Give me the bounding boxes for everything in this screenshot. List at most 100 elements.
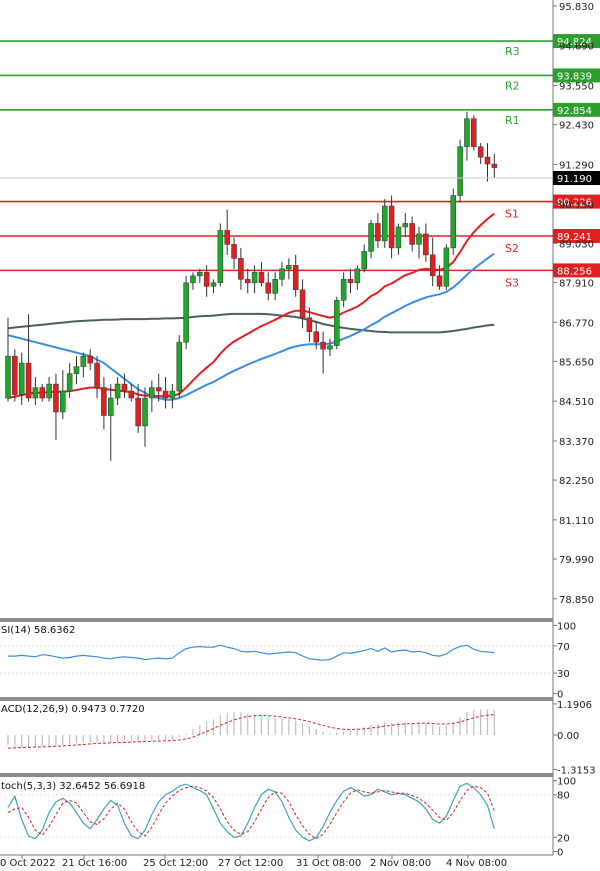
candle-body [327, 345, 333, 350]
candle-body [114, 383, 121, 399]
price-tick-label: 92.430 [559, 121, 594, 132]
time-axis: 0 Oct 2022 21 Oct 16:00 25 Oct 12:00 27 Oct… [0, 855, 507, 869]
stoch-tick-label: 80 [557, 791, 570, 802]
price-tick-label: 86.770 [559, 318, 594, 329]
candle-body [258, 272, 265, 284]
time-tick-label: 0 Oct 2022 [0, 858, 55, 869]
price-tick-label: 94.690 [559, 42, 594, 53]
candle-body [80, 355, 87, 367]
moving-averages [7, 212, 495, 401]
candle-body [176, 341, 182, 392]
candle-body [210, 282, 217, 287]
candle-body [183, 282, 189, 343]
level-name-r2: R2 [505, 79, 520, 92]
candle-body [423, 233, 429, 256]
level-badge-s1 [553, 194, 600, 209]
level-badge-r2 [553, 68, 600, 83]
current-price-label: 91.190 [557, 174, 592, 185]
ma-blue-line [7, 252, 495, 401]
pane-separator-rsi [0, 618, 553, 622]
candle-body [354, 268, 361, 284]
candle-body [53, 383, 59, 413]
candle-body [12, 355, 18, 395]
level-name-s3: S3 [505, 276, 519, 289]
candle-body [224, 230, 230, 245]
level-value-r3: 94.824 [557, 37, 592, 48]
candle-body [87, 355, 93, 364]
time-tick-label: 31 Oct 08:00 [296, 858, 361, 869]
candle-body [121, 383, 128, 392]
price-tick-label: 79.990 [559, 555, 594, 566]
candle-body [471, 118, 477, 147]
macd-label: ACD(12,26,9) 0.9473 0.7720 [1, 704, 145, 715]
level-value-r2: 93.839 [557, 71, 592, 82]
stoch-d-line [7, 785, 495, 840]
ma-red-line [7, 212, 495, 399]
time-tick-label: 27 Oct 12:00 [218, 858, 283, 869]
rsi-label: SI(14) 58.6362 [1, 625, 75, 636]
candle-body [265, 282, 272, 294]
candle-body [299, 289, 306, 318]
candles [5, 111, 498, 461]
candle-body [395, 226, 402, 249]
macd-signal-line [7, 714, 495, 749]
candle-body [347, 279, 354, 284]
candle-body [436, 275, 443, 287]
current-price-marker: 91.190 [0, 171, 600, 185]
price-tick-label: 81.110 [559, 516, 594, 527]
stoch-k-line [7, 782, 495, 842]
stoch-label: toch(5,3,3) 32.6452 56.6918 [1, 781, 145, 792]
candle-body [203, 272, 210, 287]
stoch-tick-label: 0 [557, 847, 563, 858]
candle-body [272, 279, 278, 294]
candle-body [416, 233, 422, 245]
time-tick-label: 25 Oct 12:00 [143, 858, 208, 869]
current-price-badge [553, 171, 600, 185]
candle-body [5, 355, 11, 399]
level-name-r1: R1 [505, 114, 520, 127]
level-value-r1: 92.854 [557, 106, 592, 117]
candle-body [450, 195, 456, 249]
candle-body [251, 272, 258, 284]
price-tick-label: 82.250 [559, 476, 594, 487]
level-badge-s3 [553, 263, 600, 278]
candle-body [39, 387, 45, 399]
price-tick-label: 78.850 [559, 595, 594, 606]
candle-body [279, 268, 285, 280]
macd-tick-label: 1.1906 [557, 700, 592, 711]
time-tick-label: 4 Nov 08:00 [446, 858, 507, 869]
candle-body [94, 362, 100, 388]
candle-body [25, 362, 32, 399]
candle-body [46, 383, 52, 399]
pane-separator-stoch [0, 773, 553, 777]
level-value-s1: 90.226 [557, 198, 592, 209]
candle-body [101, 387, 107, 416]
price-tick-label: 89.030 [559, 239, 594, 250]
candle-body [162, 390, 169, 399]
candle-body [231, 244, 237, 259]
macd-tick-label: 0.00 [557, 731, 579, 742]
support-resistance-levels: 94.824 R3 93.839 R2 92.854 R1 90.226 S1 89.241 S2… [0, 34, 600, 289]
level-badge-s2 [553, 228, 600, 243]
candle-body [340, 279, 347, 301]
candle-body [491, 163, 498, 168]
candle-body [169, 390, 176, 399]
candle-body [402, 223, 409, 228]
candle-body [149, 387, 155, 399]
level-name-r3: R3 [505, 45, 520, 58]
candle-body [66, 373, 73, 392]
candle-body [190, 275, 196, 284]
price-axis: 95.830 94.690 93.550 92.430 91.290 90.150 89.0… [553, 2, 594, 606]
candle-body [245, 279, 251, 284]
candle-body [60, 390, 66, 413]
candle-body [142, 397, 148, 427]
candle-body [313, 331, 319, 343]
level-value-s3: 88.256 [557, 266, 592, 277]
rsi-tick-label: 70 [557, 642, 570, 653]
candle-body [464, 118, 470, 147]
candle-body [32, 387, 39, 399]
candle-body [457, 146, 463, 196]
stoch-tick-label: 100 [557, 777, 576, 788]
level-name-s2: S2 [505, 242, 519, 255]
